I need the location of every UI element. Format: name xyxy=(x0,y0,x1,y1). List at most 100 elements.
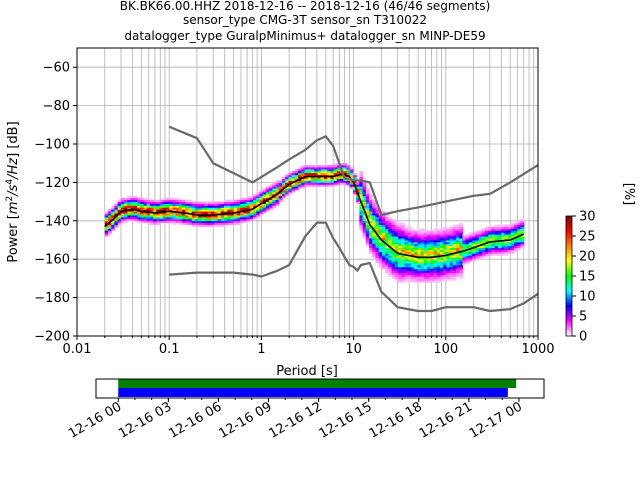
density-cell xyxy=(497,232,502,235)
density-cell xyxy=(478,230,483,233)
density-cell xyxy=(375,207,380,210)
density-cell xyxy=(104,216,109,220)
density-cell xyxy=(165,209,170,212)
density-cell xyxy=(107,211,112,214)
density-cell xyxy=(211,209,215,212)
density-cell xyxy=(362,226,367,229)
density-cell xyxy=(211,211,215,214)
density-cell xyxy=(343,172,348,176)
density-cell xyxy=(398,247,402,250)
density-cell xyxy=(423,266,428,270)
density-cell xyxy=(394,245,399,249)
density-cell xyxy=(182,220,186,224)
density-cell xyxy=(169,197,174,201)
density-cell xyxy=(140,209,145,212)
density-cell xyxy=(378,261,383,264)
density-cell xyxy=(233,205,238,208)
density-cell xyxy=(362,192,367,195)
density-cell xyxy=(256,213,261,216)
density-cell xyxy=(330,184,335,187)
density-cell xyxy=(394,253,399,256)
density-cell xyxy=(240,211,244,214)
density-cell xyxy=(327,176,331,179)
density-cell xyxy=(359,188,364,191)
density-cell xyxy=(340,178,344,181)
density-cell xyxy=(401,280,406,283)
density-cell xyxy=(391,276,396,279)
density-cell xyxy=(507,240,512,243)
density-cell xyxy=(491,230,496,233)
density-cell xyxy=(514,245,518,249)
density-cell xyxy=(227,211,232,214)
density-cell xyxy=(188,207,193,210)
density-cell xyxy=(162,201,167,204)
density-cell xyxy=(343,167,348,170)
density-cell xyxy=(385,222,389,226)
density-cell xyxy=(385,270,389,274)
density-cell xyxy=(156,209,161,212)
density-cell xyxy=(369,251,373,254)
density-cell xyxy=(381,216,386,220)
density-cell xyxy=(233,215,238,218)
density-cell xyxy=(185,199,190,202)
density-cell xyxy=(311,168,315,172)
density-cell xyxy=(407,236,412,239)
density-cell xyxy=(230,216,235,220)
density-cell xyxy=(452,270,457,274)
density-cell xyxy=(410,272,415,275)
density-cell xyxy=(507,249,512,252)
density-cell xyxy=(359,205,364,208)
density-cell xyxy=(285,186,290,189)
density-cell xyxy=(320,172,325,176)
density-cell xyxy=(143,209,148,212)
density-cell xyxy=(443,261,447,264)
density-cell xyxy=(433,280,438,283)
density-cell xyxy=(201,218,206,222)
density-cell xyxy=(414,247,418,250)
density-cell xyxy=(201,222,206,226)
density-cell xyxy=(104,213,109,216)
density-cell xyxy=(278,184,283,187)
density-cell xyxy=(452,234,457,237)
density-cell xyxy=(227,209,232,212)
density-cell xyxy=(381,220,386,224)
density-cell xyxy=(269,192,273,195)
density-cell xyxy=(236,222,241,226)
density-cell xyxy=(385,216,389,220)
density-cell xyxy=(449,255,454,258)
density-cell xyxy=(452,257,457,260)
density-cell xyxy=(362,207,367,210)
density-cell xyxy=(111,222,116,226)
density-cell xyxy=(278,186,283,189)
density-cell xyxy=(465,243,470,247)
density-cell xyxy=(117,209,122,212)
density-cell xyxy=(485,226,489,229)
density-cell xyxy=(136,215,141,218)
colorbar-tick-label: 10 xyxy=(579,290,596,305)
density-cell xyxy=(265,192,270,195)
density-cell xyxy=(436,243,441,247)
density-cell xyxy=(188,201,193,204)
density-cell xyxy=(401,276,406,279)
density-cell xyxy=(423,240,428,243)
density-cell xyxy=(478,234,483,237)
density-cell xyxy=(175,216,180,220)
density-cell xyxy=(385,236,389,239)
density-cell xyxy=(340,165,344,168)
density-cell xyxy=(394,238,399,241)
density-cell xyxy=(433,238,438,241)
density-cell xyxy=(111,205,116,208)
density-cell xyxy=(256,199,261,202)
density-cell xyxy=(294,188,299,191)
density-cell xyxy=(446,261,451,264)
density-cell xyxy=(423,253,428,256)
density-cell xyxy=(462,261,467,264)
density-cell xyxy=(146,199,151,202)
density-cell xyxy=(430,232,435,235)
density-cell xyxy=(220,222,225,226)
density-cell xyxy=(417,240,422,243)
density-cell xyxy=(172,216,177,220)
density-cell xyxy=(520,236,525,239)
density-cell xyxy=(381,263,386,266)
density-cell xyxy=(256,211,261,214)
